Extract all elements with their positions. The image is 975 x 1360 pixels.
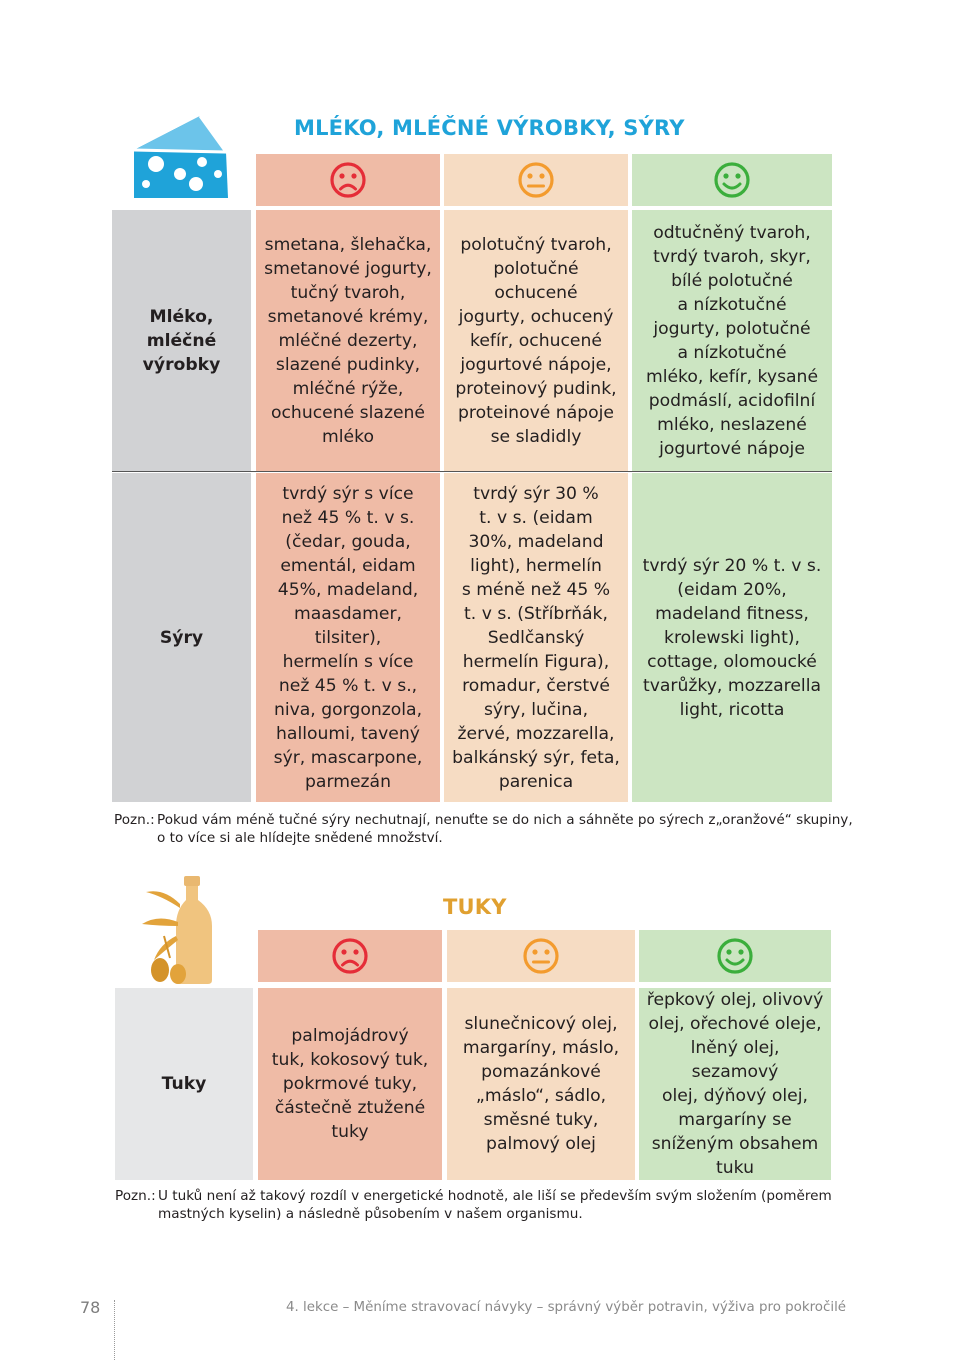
category-cheese: Sýry <box>112 473 251 802</box>
neutral-face-icon <box>518 162 554 198</box>
fats-note-line1: U tuků není až takový rozdíl v energetic… <box>158 1188 832 1204</box>
fats-header-bad <box>258 930 442 982</box>
fats-section-title: TUKY <box>443 895 507 919</box>
fats-note-line2: mastných kyselin) a následně působením v… <box>158 1206 583 1222</box>
fats-mid-cell: slunečnicový olej, margaríny, máslo, pom… <box>447 988 635 1180</box>
milk-good-cell: odtučněný tvaroh, tvrdý tvaroh, skyr, bí… <box>632 210 832 471</box>
olive-oil-bottle-icon <box>140 874 216 986</box>
footer-divider <box>114 1300 115 1360</box>
milk-bad-cell: smetana, šlehačka, smetanové jogurty, tu… <box>256 210 440 471</box>
cheese-bad-cell: tvrdý sýr s více než 45 % t. v s. (čedar… <box>256 473 440 802</box>
sad-face-icon <box>330 162 366 198</box>
dairy-header-bad <box>256 154 440 206</box>
fats-note-label: Pozn.: <box>115 1188 156 1204</box>
page-number: 78 <box>80 1298 101 1317</box>
dairy-note-line1: Pokud vám méně tučné sýry nechutnají, ne… <box>157 812 853 828</box>
dairy-note-label: Pozn.: <box>114 812 155 828</box>
category-milk: Mléko, mléčné výrobky <box>112 210 251 471</box>
running-title: 4. lekce – Měníme stravovací návyky – sp… <box>286 1300 847 1315</box>
dairy-header-mid <box>444 154 628 206</box>
neutral-face-icon <box>523 938 559 974</box>
fats-header-mid <box>447 930 635 982</box>
milk-mid-cell: polotučný tvaroh, polotučné ochucené jog… <box>444 210 628 471</box>
fats-good-cell: řepkový olej, olivový olej, ořechové ole… <box>639 988 831 1180</box>
dairy-header-good <box>632 154 832 206</box>
cheese-mid-cell: tvrdý sýr 30 % t. v s. (eidam 30%, madel… <box>444 473 628 802</box>
fats-bad-cell: palmojádrový tuk, kokosový tuk, pokrmové… <box>258 988 442 1180</box>
dairy-section-title: MLÉKO, MLÉČNÉ VÝROBKY, SÝRY <box>294 116 685 140</box>
cheese-good-cell: tvrdý sýr 20 % t. v s. (eidam 20%, madel… <box>632 473 832 802</box>
happy-face-icon <box>717 938 753 974</box>
dairy-note-line2: o to více si ale hlídejte snědené množst… <box>157 830 443 846</box>
fats-header-good <box>639 930 831 982</box>
sad-face-icon <box>332 938 368 974</box>
category-fats: Tuky <box>115 988 253 1180</box>
cheese-icon <box>130 112 234 200</box>
row-divider <box>112 471 832 472</box>
happy-face-icon <box>714 162 750 198</box>
